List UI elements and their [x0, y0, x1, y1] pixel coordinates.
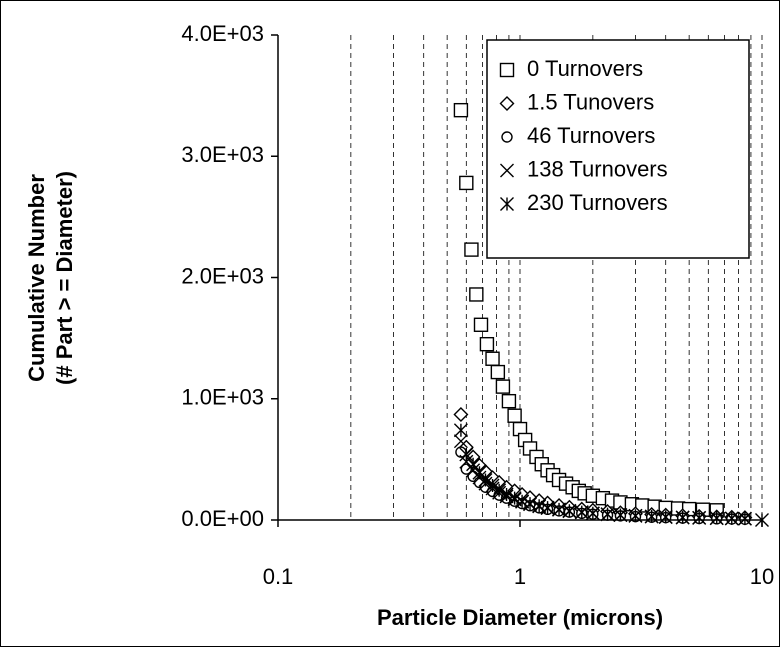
- marker: [600, 507, 615, 522]
- marker: [574, 505, 589, 520]
- marker: [507, 408, 522, 423]
- marker: [724, 511, 739, 526]
- marker: [500, 163, 514, 178]
- legend-box: [486, 39, 750, 259]
- y-tick-label: 4.0E+03: [181, 21, 264, 46]
- legend-label: 46 Turnovers: [527, 123, 655, 148]
- marker: [540, 500, 555, 515]
- legend-label: 138 Turnovers: [527, 156, 668, 181]
- marker: [478, 472, 493, 487]
- marker: [501, 393, 517, 409]
- marker: [453, 102, 469, 118]
- marker: [473, 317, 489, 332]
- marker: [466, 457, 481, 472]
- marker: [500, 197, 514, 211]
- marker: [499, 62, 515, 78]
- marker: [523, 496, 538, 511]
- marker: [658, 509, 673, 524]
- y-axis-title-line: (# Part > = Diameter): [52, 171, 77, 385]
- x-tick-label: 1: [514, 564, 526, 589]
- legend: 0 Turnovers 1.5 Tunovers 46 Turnovers 138 T…: [486, 39, 750, 259]
- axes: 0.1 1 10 0.0E+00 1.0E+03 2.0E+03 3.0E+03 4.0E+0…: [181, 21, 774, 589]
- marker: [464, 242, 479, 257]
- y-axis-title-line: Cumulative Number: [24, 174, 49, 382]
- marker: [453, 434, 468, 449]
- x-tick-label: 10: [750, 564, 774, 589]
- marker: [709, 511, 724, 526]
- marker: [485, 478, 500, 493]
- marker: [585, 506, 600, 521]
- marker: [737, 511, 752, 526]
- y-tick-label: 3.0E+03: [181, 142, 264, 167]
- y-tick-label: 0.0E+00: [181, 506, 264, 531]
- marker: [532, 498, 547, 513]
- marks: [453, 102, 769, 527]
- marker: [692, 510, 707, 525]
- marker: [453, 407, 469, 423]
- marker: [675, 510, 690, 525]
- marker: [495, 379, 511, 394]
- marker: [492, 483, 507, 498]
- marker: [469, 287, 484, 302]
- legend-label: 230 Turnovers: [527, 190, 668, 215]
- x-axis-title: Particle Diameter (microns): [377, 605, 663, 630]
- y-tick-label: 2.0E+03: [181, 263, 264, 288]
- marker: [507, 491, 522, 506]
- marker: [501, 131, 513, 143]
- y-axis-title: Cumulative Number (# Part > = Diameter): [24, 171, 77, 385]
- marker: [499, 96, 515, 111]
- marker: [453, 423, 468, 438]
- legend-label: 1.5 Tunovers: [527, 89, 654, 114]
- marker: [490, 364, 506, 380]
- marker: [459, 175, 474, 191]
- y-tick-label: 1.0E+03: [181, 385, 264, 410]
- marker: [562, 503, 577, 518]
- marker: [459, 447, 474, 462]
- marker: [515, 494, 530, 509]
- legend-label: 0 Turnovers: [527, 56, 643, 81]
- x-tick-label: 0.1: [263, 564, 294, 589]
- marker: [499, 487, 514, 502]
- marker: [485, 351, 500, 366]
- marker: [479, 336, 495, 352]
- marker: [472, 465, 487, 480]
